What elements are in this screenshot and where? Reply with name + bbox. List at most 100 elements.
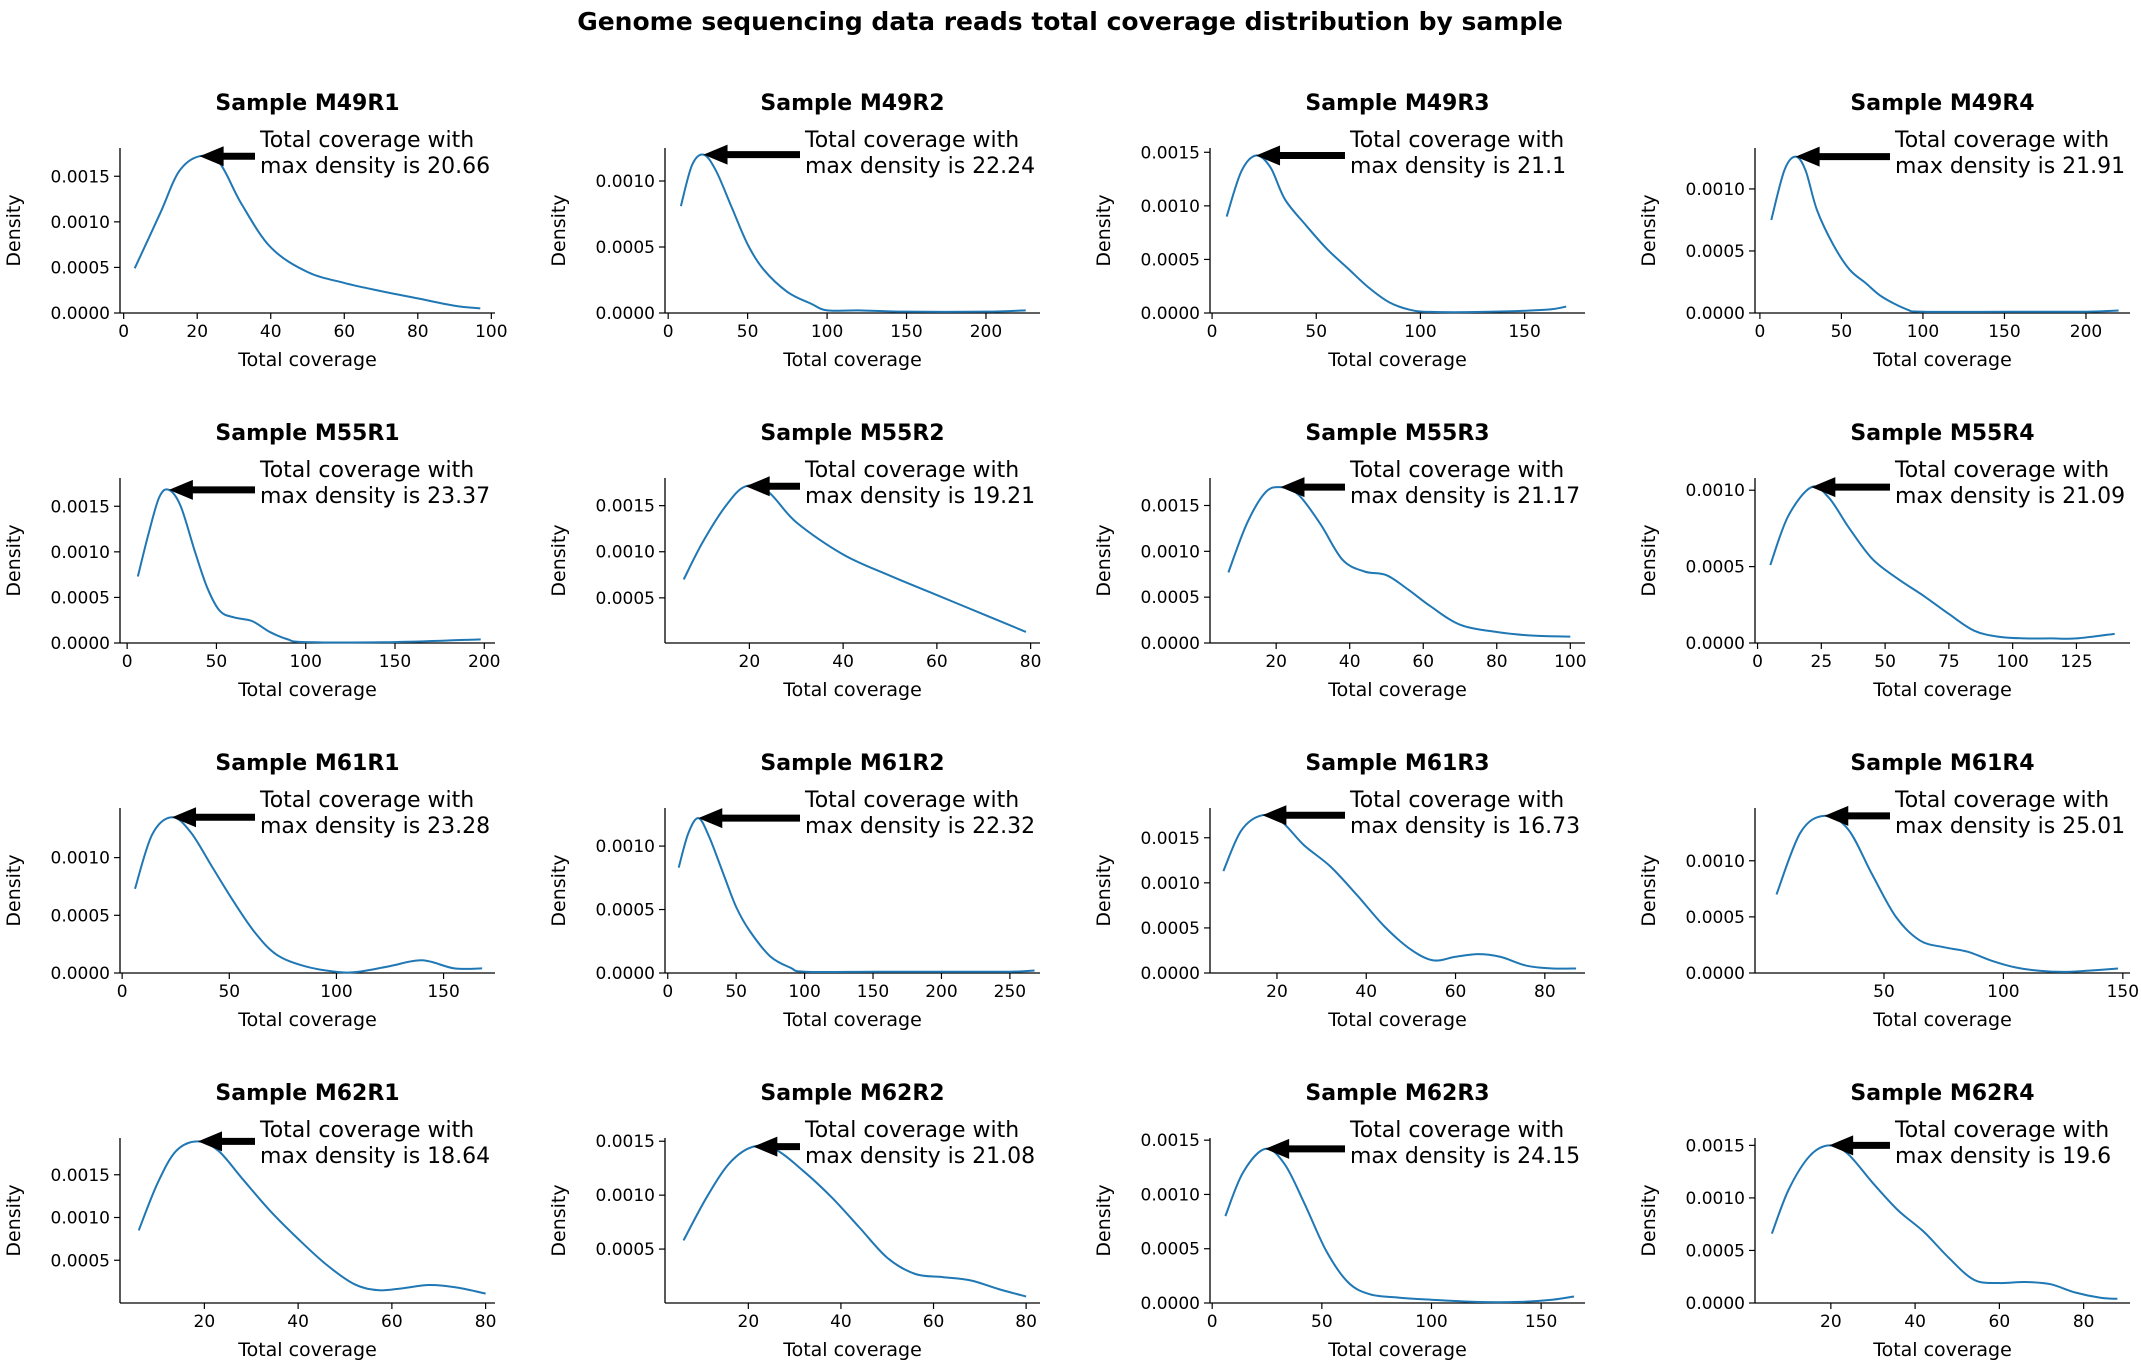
- x-tick-label: 80: [1020, 652, 1042, 672]
- x-axis-label: Total coverage: [1327, 1339, 1467, 1361]
- y-tick-label: 0.0015: [1141, 829, 1200, 849]
- density-line: [1227, 486, 1571, 638]
- y-tick-label: 0.0005: [596, 1240, 655, 1260]
- y-tick-label: 0.0010: [1686, 1189, 1745, 1209]
- y-axis-label: Density: [548, 854, 570, 926]
- y-tick-label: 0.0010: [1686, 180, 1745, 200]
- x-tick-label: 0: [117, 982, 128, 1002]
- subplot-title: Sample M49R3: [1305, 91, 1489, 116]
- x-tick-label: 150: [427, 982, 459, 1002]
- subplot: Sample M55R2 20 40 60 80 0.0005 0.0010 0.0015 To…: [548, 421, 1041, 701]
- annotation-text-line-2: max density is 22.24: [805, 154, 1035, 179]
- x-tick-label: 150: [1988, 322, 2020, 342]
- annotation-text-line-1: Total coverage with: [1894, 128, 2109, 153]
- subplot-title: Sample M49R4: [1850, 91, 2034, 116]
- subplot-title: Sample M62R1: [215, 1081, 399, 1106]
- x-tick-label: 125: [2060, 652, 2092, 672]
- y-tick-label: 0.0005: [1686, 242, 1745, 262]
- subplot: Sample M55R3 20 40 60 80 100 0.0000 0.0005 0.001…: [1093, 421, 1587, 701]
- x-tick-label: 100: [1907, 322, 1939, 342]
- y-axis-label: Density: [3, 1184, 25, 1256]
- y-tick-label: 0.0005: [1686, 558, 1745, 578]
- x-tick-label: 50: [1305, 322, 1327, 342]
- x-axis-label: Total coverage: [1327, 679, 1467, 701]
- x-tick-label: 0: [662, 982, 673, 1002]
- subplot: Sample M62R2 20 40 60 80 0.0005 0.0010 0.0015 To…: [548, 1081, 1040, 1361]
- density-line: [1770, 1144, 2118, 1300]
- x-tick-label: 40: [1904, 1312, 1926, 1332]
- y-tick-label: 0.0000: [51, 634, 110, 654]
- density-line: [1224, 1147, 1575, 1304]
- y-tick-label: 0.0005: [1686, 908, 1745, 928]
- subplot-title: Sample M62R3: [1305, 1081, 1489, 1106]
- annotation-text-line-1: Total coverage with: [1349, 128, 1564, 153]
- x-tick-label: 100: [1987, 982, 2019, 1002]
- x-tick-label: 50: [725, 982, 747, 1002]
- x-tick-label: 20: [194, 1312, 216, 1332]
- y-tick-label: 0.0015: [596, 497, 655, 517]
- subplot-title: Sample M61R3: [1305, 751, 1489, 776]
- y-tick-label: 0.0005: [1141, 1240, 1200, 1260]
- x-tick-label: 40: [830, 1312, 852, 1332]
- x-tick-label: 150: [1525, 1312, 1557, 1332]
- annotation-text-line-2: max density is 21.09: [1895, 484, 2125, 509]
- x-tick-label: 0: [1207, 1312, 1218, 1332]
- y-tick-label: 0.0010: [596, 543, 655, 563]
- x-tick-label: 50: [737, 322, 759, 342]
- y-tick-label: 0.0005: [1141, 588, 1200, 608]
- density-line: [134, 816, 483, 974]
- subplot: Sample M62R1 20 40 60 80 0.0005 0.0010 0.0015 To…: [3, 1081, 496, 1361]
- density-line: [1770, 155, 2119, 313]
- y-tick-label: 0.0015: [1141, 143, 1200, 163]
- annotation-text-line-2: max density is 22.32: [805, 814, 1035, 839]
- y-tick-label: 0.0010: [1686, 481, 1745, 501]
- annotation-text-line-2: max density is 24.15: [1350, 1144, 1580, 1169]
- annotation-text-line-1: Total coverage with: [259, 128, 474, 153]
- y-tick-label: 0.0010: [51, 1209, 110, 1229]
- y-tick-label: 0.0015: [51, 167, 110, 187]
- x-tick-label: 80: [1015, 1312, 1037, 1332]
- subplot-title: Sample M55R2: [760, 421, 944, 446]
- subplot-title: Sample M61R4: [1850, 751, 2034, 776]
- annotation-arrow-head: [745, 476, 770, 497]
- y-axis-label: Density: [548, 194, 570, 266]
- x-axis-label: Total coverage: [1872, 1009, 2012, 1031]
- y-tick-label: 0.0005: [596, 589, 655, 609]
- annotation-arrow-head: [1824, 805, 1849, 826]
- subplot-title: Sample M55R4: [1850, 421, 2034, 446]
- y-tick-label: 0.0015: [51, 497, 110, 517]
- y-tick-label: 0.0000: [1686, 304, 1745, 324]
- y-tick-label: 0.0015: [1141, 1131, 1200, 1151]
- annotation-text-line-1: Total coverage with: [804, 458, 1019, 483]
- x-axis-label: Total coverage: [1327, 349, 1467, 371]
- x-tick-label: 0: [122, 652, 133, 672]
- y-axis-label: Density: [3, 854, 25, 926]
- annotation-text-line-1: Total coverage with: [804, 1118, 1019, 1143]
- x-tick-label: 100: [1554, 652, 1586, 672]
- x-tick-label: 40: [1355, 982, 1377, 1002]
- x-tick-label: 60: [381, 1312, 403, 1332]
- annotation-text-line-1: Total coverage with: [259, 1118, 474, 1143]
- y-tick-label: 0.0000: [596, 964, 655, 984]
- x-tick-label: 50: [1831, 322, 1853, 342]
- y-tick-label: 0.0010: [596, 1186, 655, 1206]
- y-tick-label: 0.0005: [596, 901, 655, 921]
- y-tick-label: 0.0010: [51, 543, 110, 563]
- subplot: Sample M49R2 0 50 100 150 200 0.0000 0.0005 0.00…: [548, 91, 1040, 371]
- annotation-arrow-head: [168, 479, 193, 500]
- subplot-title: Sample M55R3: [1305, 421, 1489, 446]
- x-tick-label: 100: [788, 982, 820, 1002]
- y-axis-label: Density: [1093, 1184, 1115, 1256]
- x-tick-label: 150: [890, 322, 922, 342]
- density-line: [677, 817, 1035, 974]
- y-tick-label: 0.0000: [1141, 964, 1200, 984]
- subplot-title: Sample M61R1: [215, 751, 399, 776]
- y-axis-label: Density: [1093, 524, 1115, 596]
- x-tick-label: 50: [218, 982, 240, 1002]
- annotation-text-line-1: Total coverage with: [804, 788, 1019, 813]
- x-tick-label: 40: [260, 322, 282, 342]
- x-axis-label: Total coverage: [237, 679, 377, 701]
- annotation-text-line-2: max density is 19.21: [805, 484, 1035, 509]
- x-axis-label: Total coverage: [782, 679, 922, 701]
